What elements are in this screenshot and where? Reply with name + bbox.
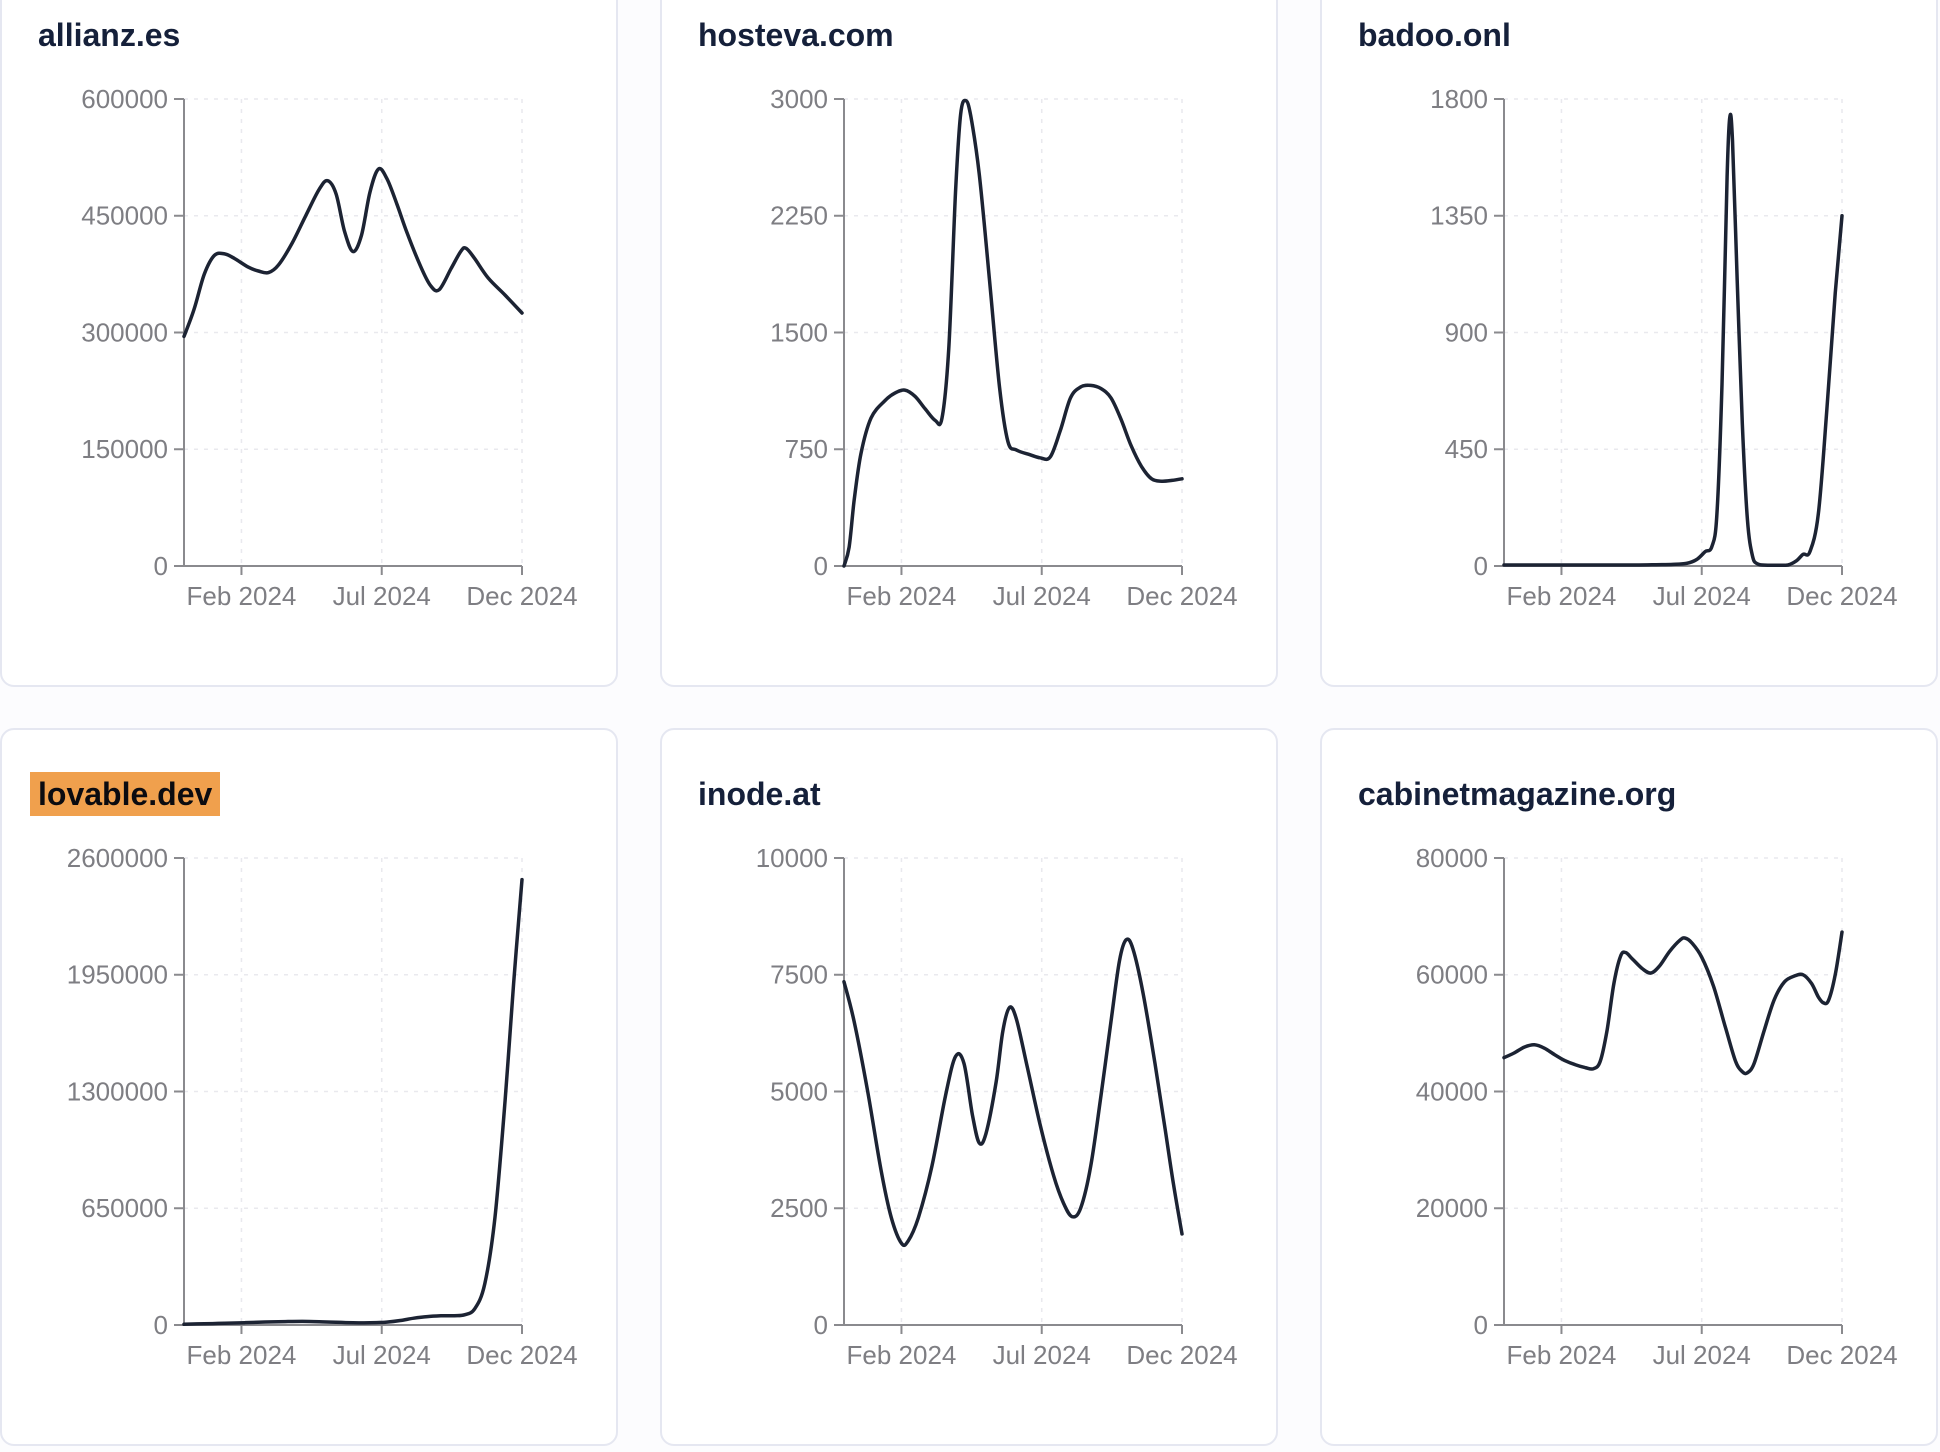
traffic-line-chart-hosteva-com: 0 750 1500 2250 3000 Feb 2024 Jul 2024 Dec 2024 [770, 84, 1238, 611]
axis-tick-labels: 0 750 1500 2250 3000 Feb 2024 Jul 2024 Dec 2024 [770, 84, 1238, 611]
chart-title-badoo-onl: badoo.onl [1358, 17, 1511, 53]
axes [1494, 98, 1843, 575]
traffic-series-line [842, 98, 1184, 568]
y-tick-label: 1950000 [67, 960, 168, 990]
x-tick-label: Feb 2024 [847, 1340, 957, 1370]
traffic-series-line [182, 166, 524, 339]
gridlines [184, 857, 523, 1325]
card-header: allianz.es [2, 0, 616, 55]
y-tick-label: 1300000 [67, 1076, 168, 1106]
y-tick-label: 2250 [770, 201, 828, 231]
chart-card-cabinetmagazine-org[interactable]: cabinetmagazine.org 0 20000 40000 60000 8000… [1320, 728, 1938, 1446]
x-tick-label: Feb 2024 [1507, 581, 1617, 611]
chart-card-allianz-es[interactable]: allianz.es 0 150000 300000 450000 600000 Feb … [0, 0, 618, 687]
x-tick-label: Jul 2024 [333, 1340, 431, 1370]
chart-card-hosteva-com[interactable]: hosteva.com 0 750 1500 2250 3000 Feb 2024 Jul … [660, 0, 1278, 687]
y-tick-label: 300000 [81, 317, 168, 347]
x-tick-label: Jul 2024 [1653, 1340, 1751, 1370]
y-tick-label: 450000 [81, 201, 168, 231]
y-tick-label: 0 [154, 1310, 168, 1340]
x-tick-label: Jul 2024 [1653, 581, 1751, 611]
x-tick-label: Jul 2024 [993, 1340, 1091, 1370]
axes [174, 98, 523, 575]
x-tick-label: Dec 2024 [466, 1340, 577, 1370]
card-header: inode.at [662, 730, 1276, 814]
axes [834, 857, 1183, 1334]
gridlines [844, 857, 1183, 1325]
y-tick-label: 0 [1474, 551, 1488, 581]
chart-card-lovable-dev[interactable]: lovable.dev 0 650000 1300000 1950000 2600000… [0, 728, 618, 1446]
axes [174, 857, 523, 1334]
y-tick-label: 150000 [81, 434, 168, 464]
y-tick-label: 7500 [770, 960, 828, 990]
y-tick-label: 2500 [770, 1193, 828, 1223]
chart-card-badoo-onl[interactable]: badoo.onl 0 450 900 1350 1800 Feb 2024 Jul 202… [1320, 0, 1938, 687]
gridlines [844, 98, 1183, 566]
y-tick-label: 10000 [756, 843, 828, 873]
traffic-line-chart-lovable-dev: 0 650000 1300000 1950000 2600000 Feb 2024 Jul … [67, 843, 578, 1370]
y-tick-label: 40000 [1416, 1076, 1488, 1106]
y-tick-label: 900 [1445, 317, 1488, 347]
axis-tick-labels: 0 150000 300000 450000 600000 Feb 2024 Jul 202… [81, 84, 577, 611]
x-tick-label: Dec 2024 [466, 581, 577, 611]
traffic-series-line [182, 877, 524, 1327]
y-tick-label: 1350 [1430, 201, 1488, 231]
gridlines [1504, 98, 1843, 566]
y-tick-label: 0 [814, 1310, 828, 1340]
axes [1494, 857, 1843, 1334]
y-tick-label: 2600000 [67, 843, 168, 873]
y-tick-label: 0 [1474, 1310, 1488, 1340]
card-header: lovable.dev [2, 730, 616, 816]
chart-title-hosteva-com: hosteva.com [698, 17, 894, 53]
y-tick-label: 1500 [770, 317, 828, 347]
y-tick-label: 600000 [81, 84, 168, 114]
axes [834, 98, 1183, 575]
y-tick-label: 0 [814, 551, 828, 581]
chart-card-inode-at[interactable]: inode.at 0 2500 5000 7500 10000 Feb 2024 Jul 2… [660, 728, 1278, 1446]
y-tick-label: 0 [154, 551, 168, 581]
card-header: badoo.onl [1322, 0, 1936, 55]
traffic-series-line [1502, 112, 1844, 568]
x-tick-label: Feb 2024 [847, 581, 957, 611]
y-tick-label: 450 [1445, 434, 1488, 464]
axis-tick-labels: 0 650000 1300000 1950000 2600000 Feb 2024 Jul … [67, 843, 578, 1370]
chart-title-cabinetmagazine-org: cabinetmagazine.org [1358, 776, 1677, 812]
x-tick-label: Dec 2024 [1126, 1340, 1237, 1370]
traffic-series-line [1502, 930, 1844, 1076]
x-tick-label: Dec 2024 [1126, 581, 1237, 611]
x-tick-label: Jul 2024 [333, 581, 431, 611]
x-tick-label: Dec 2024 [1786, 1340, 1897, 1370]
axis-tick-labels: 0 2500 5000 7500 10000 Feb 2024 Jul 2024 Dec 20… [756, 843, 1238, 1370]
chart-title-allianz-es: allianz.es [38, 17, 181, 53]
x-tick-label: Jul 2024 [993, 581, 1091, 611]
y-tick-label: 5000 [770, 1076, 828, 1106]
axis-tick-labels: 0 450 900 1350 1800 Feb 2024 Jul 2024 Dec 2024 [1430, 84, 1898, 611]
axis-tick-labels: 0 20000 40000 60000 80000 Feb 2024 Jul 2024 Dec… [1416, 843, 1898, 1370]
card-header: cabinetmagazine.org [1322, 730, 1936, 814]
gridlines [184, 98, 523, 566]
y-tick-label: 3000 [770, 84, 828, 114]
y-tick-label: 20000 [1416, 1193, 1488, 1223]
y-tick-label: 80000 [1416, 843, 1488, 873]
traffic-line-chart-inode-at: 0 2500 5000 7500 10000 Feb 2024 Jul 2024 Dec 20… [756, 843, 1238, 1370]
traffic-series-line [842, 937, 1184, 1248]
traffic-line-chart-allianz-es: 0 150000 300000 450000 600000 Feb 2024 Jul 202… [81, 84, 577, 611]
y-tick-label: 750 [785, 434, 828, 464]
traffic-line-chart-badoo-onl: 0 450 900 1350 1800 Feb 2024 Jul 2024 Dec 2024 [1430, 84, 1898, 611]
x-tick-label: Feb 2024 [187, 581, 297, 611]
x-tick-label: Feb 2024 [1507, 1340, 1617, 1370]
chart-title-lovable-dev-highlighted: lovable.dev [30, 772, 221, 816]
y-tick-label: 650000 [81, 1193, 168, 1223]
x-tick-label: Dec 2024 [1786, 581, 1897, 611]
traffic-line-chart-cabinetmagazine-org: 0 20000 40000 60000 80000 Feb 2024 Jul 2024 Dec… [1416, 843, 1898, 1370]
card-header: hosteva.com [662, 0, 1276, 55]
gridlines [1504, 857, 1843, 1325]
y-tick-label: 1800 [1430, 84, 1488, 114]
x-tick-label: Feb 2024 [187, 1340, 297, 1370]
chart-title-inode-at: inode.at [698, 776, 821, 812]
y-tick-label: 60000 [1416, 960, 1488, 990]
